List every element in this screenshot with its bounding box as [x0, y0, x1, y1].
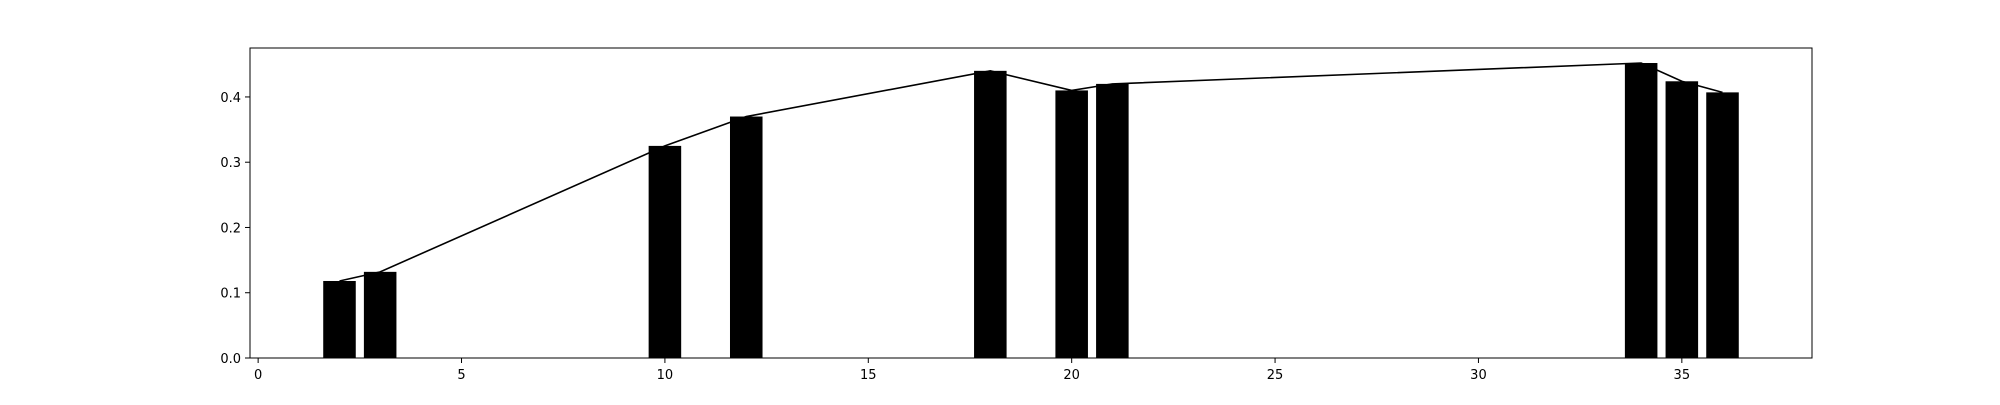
plot-frame: [249, 47, 1813, 359]
bar-5: [1055, 90, 1088, 358]
y-tick-label-1: 0.1: [220, 287, 241, 302]
bar-9: [1706, 92, 1739, 359]
x-tick-label-2: 10: [657, 368, 674, 383]
x-tick-label-5: 25: [1267, 368, 1284, 383]
bar-4: [974, 70, 1007, 358]
y-tick-label-2: 0.2: [220, 221, 241, 236]
y-axis: 0.0 0.1 0.2 0.3 0.4: [220, 91, 250, 367]
bar-6: [1096, 83, 1129, 358]
bar-2: [648, 145, 682, 358]
bar-1: [363, 271, 397, 358]
bars-layer: [323, 63, 1739, 359]
bar-8: [1665, 81, 1699, 358]
x-tick-label-6: 30: [1470, 368, 1487, 383]
x-axis: 0 5 10 15 20 25 30 35: [254, 358, 1690, 383]
bar-3: [729, 116, 763, 359]
x-tick-label-4: 20: [1063, 368, 1080, 383]
x-tick-label-7: 35: [1674, 368, 1691, 383]
x-tick-label-3: 15: [860, 368, 877, 383]
y-tick-label-4: 0.4: [220, 91, 241, 106]
bar-0: [323, 280, 356, 358]
series-line: [339, 62, 1723, 282]
line-layer: [339, 62, 1723, 282]
bar-7: [1624, 63, 1658, 358]
x-tick-label-0: 0: [254, 368, 262, 383]
y-tick-label-3: 0.3: [220, 156, 241, 171]
x-tick-label-1: 5: [457, 368, 465, 383]
y-tick-label-0: 0.0: [220, 352, 241, 367]
